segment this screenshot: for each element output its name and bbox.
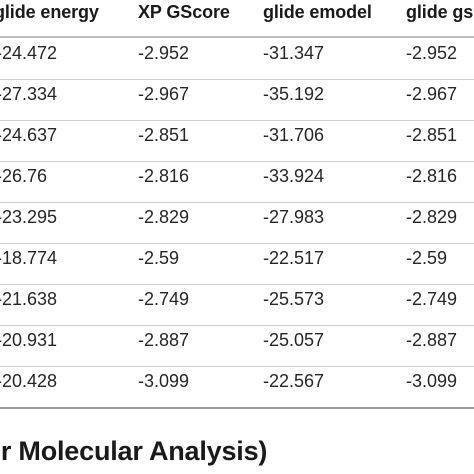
table-cell: -20.428: [0, 371, 58, 391]
table-cell: -31.347: [263, 43, 325, 63]
table-cell: -20.931: [0, 330, 58, 350]
table-cell: -31.706: [263, 125, 325, 145]
table-cell: -21.638: [0, 289, 58, 309]
header-xp-gscore: XP GScore: [138, 2, 230, 22]
row-divider: [0, 284, 474, 285]
table-cell: -2.851: [138, 125, 190, 145]
table-cell: -2.887: [138, 330, 190, 350]
table-cell: -33.924: [263, 166, 325, 186]
table-cell: -2.967: [138, 84, 190, 104]
table-cell: -2.59: [406, 248, 448, 268]
table-cell: -25.057: [263, 330, 325, 350]
table-cell: -2.816: [406, 166, 458, 186]
table-cell: -27.983: [263, 207, 325, 227]
table-cell: -25.573: [263, 289, 325, 309]
row-divider: [0, 120, 474, 121]
table-bottom-rule: [0, 407, 474, 409]
row-divider: [0, 325, 474, 326]
table-cell: -2.887: [406, 330, 458, 350]
header-glide-emodel: glide emodel: [263, 2, 372, 22]
row-divider: [0, 202, 474, 203]
row-divider: [0, 366, 474, 367]
table-cell: -35.192: [263, 84, 325, 104]
row-divider: [0, 243, 474, 244]
table-cell: -22.567: [263, 371, 325, 391]
header-glide-gs: glide gs: [406, 2, 474, 22]
table-cell: -24.637: [0, 125, 58, 145]
table-cell: -22.517: [263, 248, 325, 268]
table-cell: -2.749: [406, 289, 458, 309]
table-cell: -2.816: [138, 166, 190, 186]
row-divider: [0, 79, 474, 80]
row-divider: [0, 161, 474, 162]
table-cell: -27.334: [0, 84, 58, 104]
table-cell: -2.851: [406, 125, 458, 145]
table-cell: -24.472: [0, 43, 58, 63]
table-cell: -2.967: [406, 84, 458, 104]
table-cell: -18.774: [0, 248, 58, 268]
table-top-rule: [0, 36, 474, 38]
table-cell: -3.099: [406, 371, 458, 391]
table-cell: -26.76: [0, 166, 48, 186]
table-cell: -2.952: [406, 43, 458, 63]
table-caption: er Molecular Analysis): [0, 436, 268, 466]
table-cell: -2.59: [138, 248, 180, 268]
table-cell: -2.952: [138, 43, 190, 63]
table-cell: -23.295: [0, 207, 58, 227]
table-cell: -2.749: [138, 289, 190, 309]
header-glide-energy: glide energy: [0, 2, 99, 22]
table-cell: -3.099: [138, 371, 190, 391]
table-cell: -2.829: [138, 207, 190, 227]
table-cell: -2.829: [406, 207, 458, 227]
